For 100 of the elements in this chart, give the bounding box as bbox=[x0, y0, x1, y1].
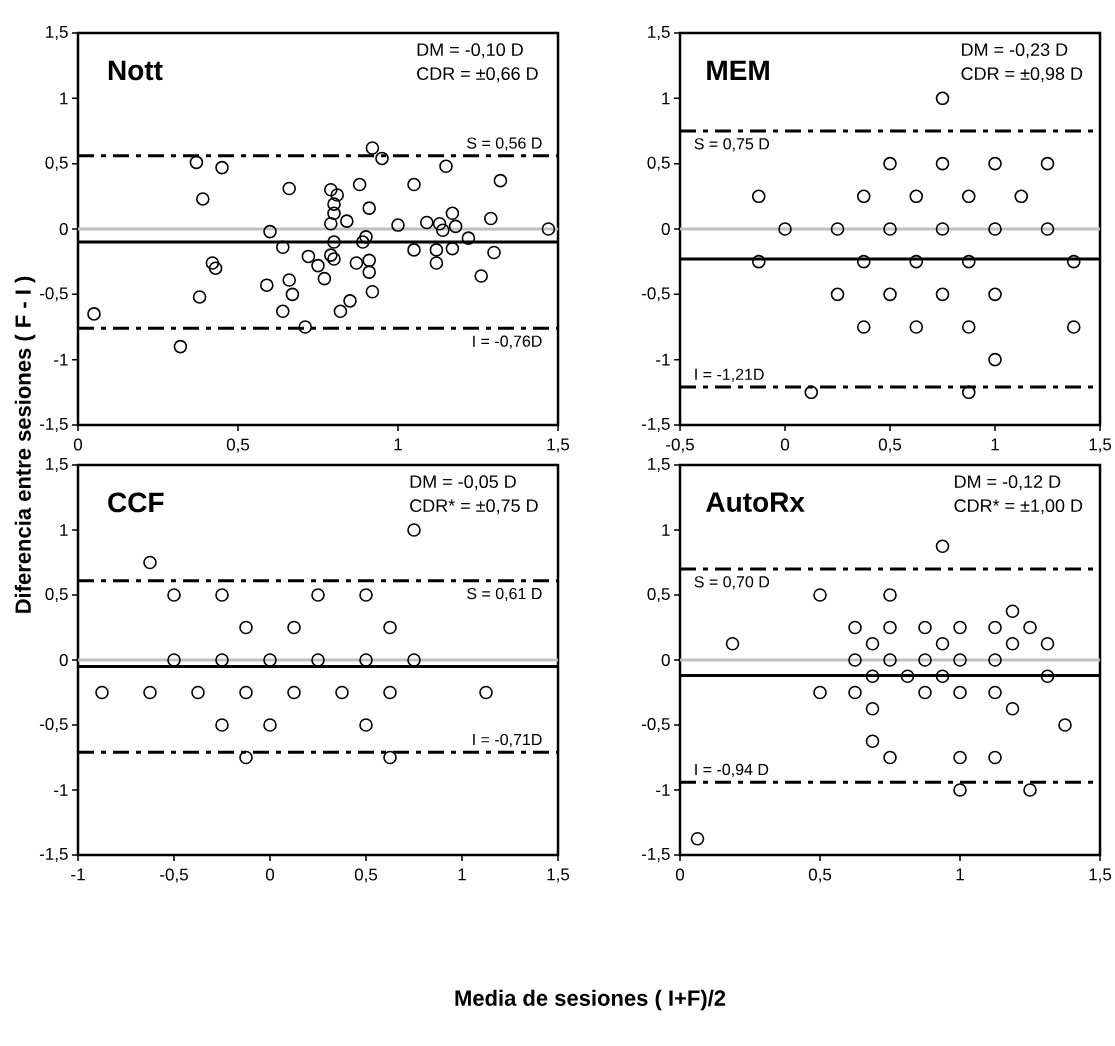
y-tick-label: 1 bbox=[60, 92, 68, 105]
point bbox=[988, 653, 1002, 667]
point bbox=[260, 278, 274, 292]
point bbox=[1040, 669, 1055, 684]
point bbox=[215, 588, 229, 602]
point bbox=[215, 653, 229, 667]
y-tick-label: -0,5 bbox=[641, 287, 670, 302]
point bbox=[1023, 620, 1037, 635]
y-tick-label: -0,5 bbox=[39, 717, 68, 733]
point bbox=[751, 189, 766, 204]
x-tick-label: -1 bbox=[71, 868, 85, 881]
point bbox=[263, 718, 277, 732]
point bbox=[935, 156, 950, 171]
point bbox=[487, 245, 501, 260]
point bbox=[324, 216, 338, 231]
point bbox=[813, 685, 827, 700]
x-tick-label: 0,5 bbox=[808, 868, 832, 883]
point bbox=[333, 304, 348, 319]
point bbox=[335, 685, 349, 700]
point bbox=[484, 211, 498, 226]
point bbox=[407, 243, 421, 257]
point bbox=[909, 254, 924, 269]
point bbox=[327, 197, 341, 211]
y-tick-label: -1 bbox=[656, 353, 670, 366]
point bbox=[953, 783, 967, 797]
y-tick-label: 0,5 bbox=[45, 156, 68, 171]
point bbox=[830, 287, 845, 302]
point bbox=[208, 261, 223, 275]
point bbox=[429, 243, 444, 257]
point bbox=[311, 258, 325, 273]
point bbox=[448, 219, 463, 234]
point bbox=[420, 215, 434, 230]
annotation: DM = -0,23 D bbox=[962, 43, 1068, 59]
y-tick-label: -1 bbox=[656, 784, 670, 796]
point bbox=[167, 588, 181, 602]
point bbox=[988, 156, 1002, 171]
text: Nott bbox=[108, 60, 163, 81]
y-tick-label: 0,5 bbox=[647, 156, 670, 171]
annotation: DM = -0,05 D bbox=[410, 475, 516, 491]
point bbox=[359, 230, 373, 244]
point bbox=[263, 224, 277, 239]
point bbox=[461, 231, 476, 245]
x-tick-label: -0,5 bbox=[160, 868, 188, 883]
ref-line-label: I = -0,94 D bbox=[695, 763, 769, 777]
point bbox=[953, 685, 967, 700]
point bbox=[356, 235, 370, 249]
point bbox=[340, 214, 354, 228]
annotation: CDR = ±0,66 D bbox=[417, 67, 538, 83]
point bbox=[1023, 783, 1037, 797]
point bbox=[432, 216, 447, 231]
y-tick-label: -1,5 bbox=[39, 418, 68, 432]
point bbox=[445, 241, 460, 256]
point bbox=[988, 287, 1002, 302]
point bbox=[324, 182, 338, 197]
point bbox=[436, 223, 450, 238]
point bbox=[1058, 718, 1072, 732]
point bbox=[327, 235, 341, 249]
point bbox=[287, 685, 301, 700]
point bbox=[856, 254, 871, 269]
annotation: CDR = ±0,98 D bbox=[961, 67, 1083, 83]
annotation: DM = -0,12 D bbox=[955, 475, 1061, 491]
point bbox=[918, 620, 932, 635]
text: MEM bbox=[707, 60, 769, 80]
point bbox=[383, 620, 397, 635]
point bbox=[935, 669, 950, 684]
point bbox=[848, 685, 862, 700]
point bbox=[1066, 320, 1081, 334]
point bbox=[935, 287, 950, 302]
ref-line-label: I = -0,71D bbox=[473, 733, 542, 748]
point bbox=[189, 155, 204, 170]
x-tick-label: 0,5 bbox=[354, 868, 378, 883]
point bbox=[883, 620, 897, 635]
y-tick-label: 0,5 bbox=[647, 587, 670, 603]
point bbox=[317, 271, 332, 286]
point bbox=[167, 653, 181, 667]
point bbox=[375, 151, 389, 166]
point bbox=[541, 222, 556, 236]
point bbox=[215, 718, 229, 732]
point bbox=[778, 222, 792, 236]
ref-line-label: I = -0,76D bbox=[473, 335, 542, 349]
point bbox=[883, 653, 897, 667]
y-tick-label: 1 bbox=[60, 524, 68, 536]
point bbox=[311, 588, 325, 602]
point bbox=[988, 620, 1002, 635]
point bbox=[287, 620, 301, 635]
point bbox=[1005, 604, 1020, 619]
point bbox=[359, 653, 373, 667]
point bbox=[276, 304, 290, 319]
point bbox=[883, 588, 897, 602]
point bbox=[365, 284, 380, 299]
point bbox=[239, 750, 253, 765]
point bbox=[362, 265, 376, 279]
point bbox=[359, 588, 373, 602]
x-tick-label: 1,5 bbox=[547, 868, 570, 883]
point bbox=[191, 685, 205, 700]
annotation: CDR* = ±0,75 D bbox=[410, 499, 538, 515]
point bbox=[883, 750, 897, 765]
x-tick-label: 0 bbox=[675, 868, 685, 881]
point bbox=[196, 192, 210, 206]
point bbox=[953, 653, 967, 667]
